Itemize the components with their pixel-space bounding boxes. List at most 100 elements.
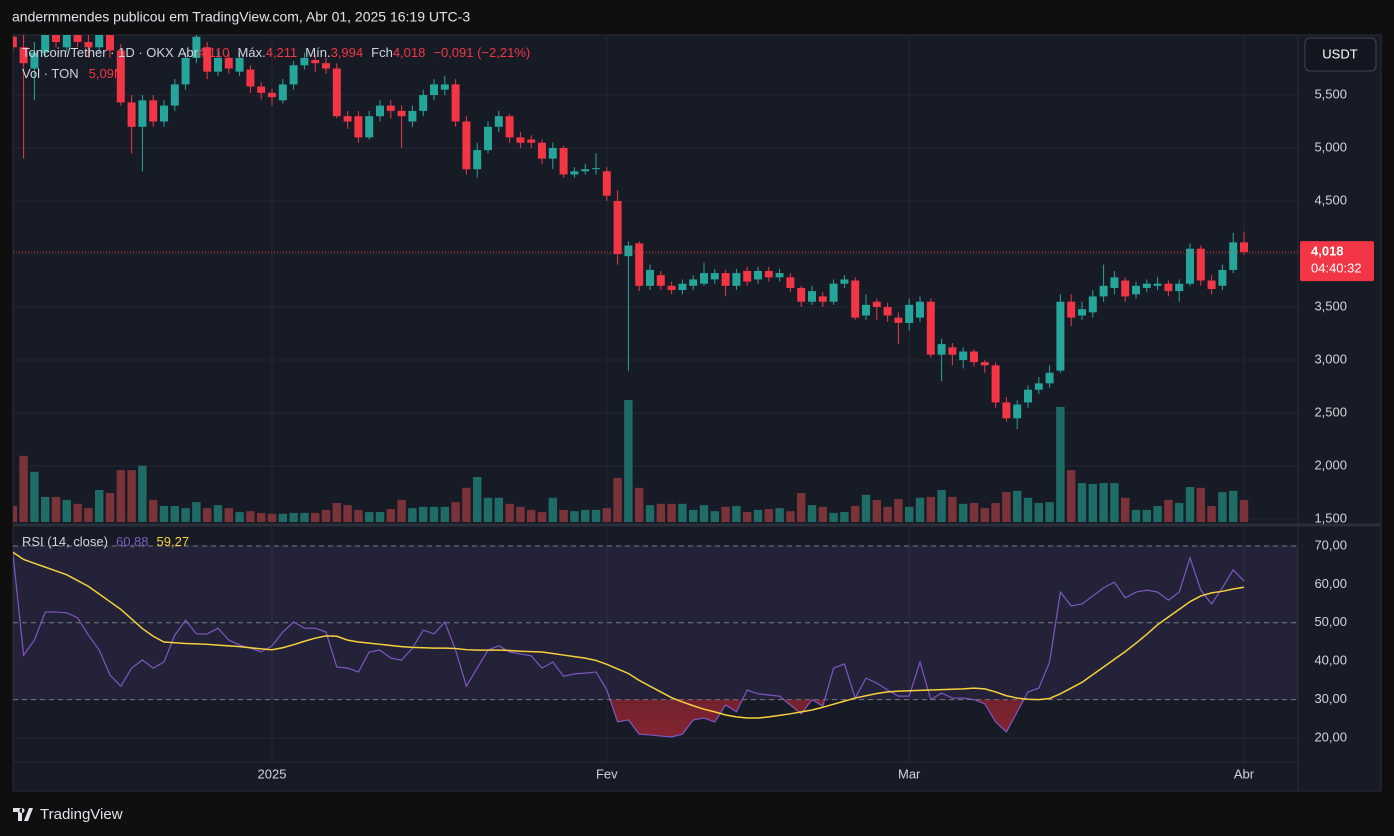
volume-bar (1088, 483, 1097, 522)
candle-body (203, 47, 212, 72)
legend-close: 4,018 (393, 45, 426, 60)
candle-body (1207, 280, 1216, 289)
candle-body (311, 60, 320, 64)
candle-body (872, 301, 881, 308)
volume-bar (926, 496, 935, 522)
volume-bar (397, 499, 406, 522)
candle-body (13, 36, 17, 48)
volume-bar (1077, 483, 1087, 522)
volume-bar (959, 503, 968, 522)
volume-bar (840, 512, 849, 522)
volume-bar (721, 506, 730, 522)
candle-body (1002, 402, 1011, 419)
volume-bar (419, 506, 428, 522)
volume-bar (732, 505, 741, 522)
candle-body (710, 273, 719, 280)
volume-bar (1185, 486, 1195, 522)
brand-logo (13, 808, 33, 821)
rsi-ma-value: 59,27 (157, 534, 190, 549)
candle-body (862, 304, 870, 316)
candle-body (980, 362, 989, 366)
candle-body (991, 365, 1000, 403)
y-tick-label: 70,00 (1314, 537, 1347, 552)
volume-bar (267, 513, 277, 522)
volume-bar (30, 471, 39, 522)
volume-bar (570, 511, 579, 522)
candle-body (1175, 283, 1184, 292)
candle-body (1024, 389, 1032, 403)
volume-bar (1002, 492, 1011, 522)
volume-bar (829, 512, 838, 522)
volume-bar (462, 487, 471, 522)
rsi-line (13, 552, 1245, 738)
candle-body (170, 84, 179, 106)
volume-bar (667, 503, 676, 522)
countdown-label: 04:40:32 (1311, 261, 1362, 276)
candle-body (1088, 296, 1097, 313)
candle-body (646, 269, 654, 286)
candle-body (1034, 383, 1043, 390)
candle-body (149, 100, 158, 122)
candle-body (19, 47, 28, 64)
volume-bar (41, 496, 50, 522)
volume-bar (365, 512, 374, 522)
candle-body (224, 57, 233, 69)
volume-bar (311, 512, 320, 522)
currency-button[interactable] (1304, 37, 1377, 72)
volume-bar (1218, 492, 1227, 522)
candle-body (257, 86, 266, 93)
rsi-ma-line (13, 551, 1245, 719)
candle-body (116, 50, 125, 103)
volume-bar (645, 505, 655, 522)
currency-label[interactable]: USDT (1322, 46, 1357, 61)
candle-body (505, 116, 514, 138)
x-tick-label: Fev (596, 766, 618, 781)
volume-bar (656, 503, 665, 522)
volume-bar (451, 502, 460, 522)
volume-bar (408, 508, 417, 522)
candle-body (754, 270, 762, 280)
candle-body (667, 285, 676, 291)
y-tick-label: 40,00 (1314, 653, 1347, 668)
volume-bar (1131, 509, 1141, 522)
volume-bar (19, 455, 28, 522)
volume-bar (883, 506, 892, 522)
candle-body (397, 110, 406, 117)
candle-body (1110, 277, 1119, 288)
candle-body (678, 283, 687, 291)
candle-body (494, 116, 503, 127)
candle-body (1196, 248, 1205, 281)
price-plot (13, 35, 1249, 522)
candle-body (1013, 404, 1022, 419)
candle-body (1229, 242, 1238, 270)
volume-bar (1099, 483, 1108, 522)
candle-body (818, 296, 827, 302)
volume-bar (332, 502, 341, 522)
volume-bar (689, 509, 698, 522)
volume-bar (1142, 509, 1151, 522)
candle-body (268, 92, 276, 98)
volume-bar (948, 496, 957, 522)
x-tick-label: Mar (898, 766, 921, 781)
candle-body (440, 84, 449, 90)
plot-layer: 2025 Fev Mar Abr 1,500 2,000 2,500 3,000 3,500 4,… (13, 35, 1374, 781)
volume-bar (1121, 497, 1130, 522)
legend-symbol: Toncoin/Tether · 1D · OKX (22, 45, 174, 60)
candle-body (246, 69, 255, 87)
volume-bar (764, 509, 773, 522)
candle-body (1045, 372, 1054, 384)
volume-bar (1034, 502, 1043, 522)
legend-low-label: Mín. (305, 45, 330, 60)
candle-body (1121, 280, 1130, 297)
candle-body (613, 201, 622, 255)
volume-bar (429, 506, 439, 522)
legend-open-label: Abr (178, 45, 199, 60)
y-tick-label: 1,500 (1314, 510, 1347, 525)
candle-body (840, 279, 849, 284)
volume-bar (1153, 505, 1162, 522)
candle-body (300, 57, 309, 66)
candle-body (419, 95, 428, 111)
candle-body (473, 150, 482, 170)
volume-bar (894, 499, 903, 522)
volume-bar (797, 493, 806, 522)
